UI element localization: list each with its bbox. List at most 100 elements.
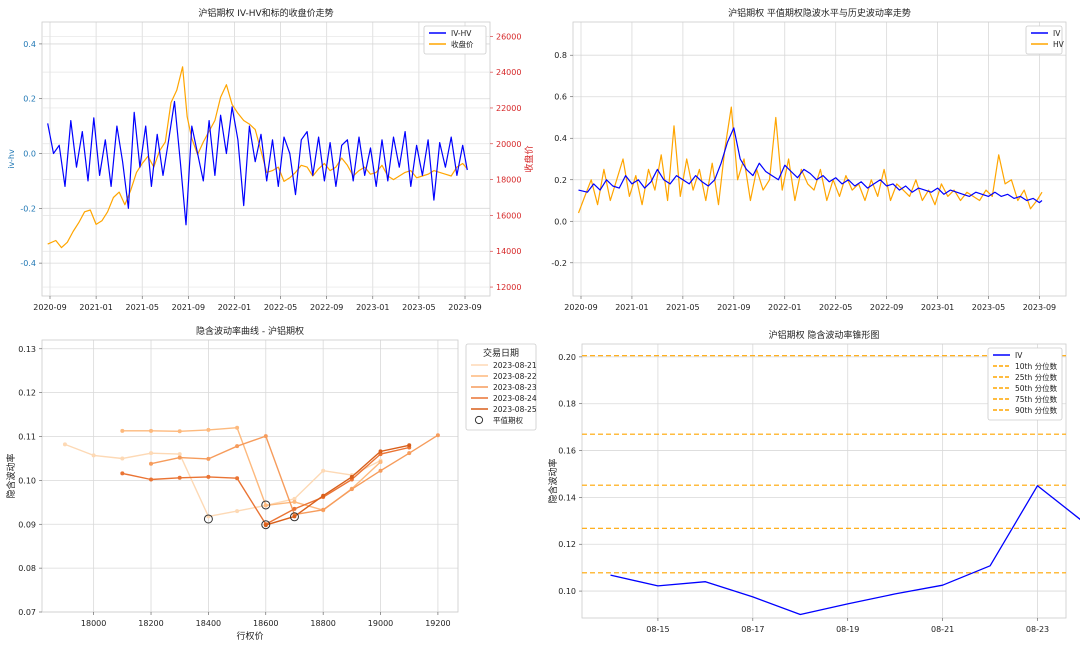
x-tick-label: 08-21: [931, 625, 954, 634]
x-tick-label: 2022-05: [819, 303, 852, 312]
x-tick-label: 2023-09: [448, 303, 481, 312]
atm-marker: [261, 520, 271, 530]
chart-title: 沪铝期权 平值期权隐波水平与历史波动率走势: [728, 7, 911, 19]
legend-title: 交易日期: [483, 347, 519, 359]
x-tick-label: 2022-05: [264, 303, 297, 312]
smile-point: [120, 428, 125, 433]
iv-hv-line: [47, 100, 468, 226]
y2-tick-label: 14000: [496, 247, 521, 256]
smile-point: [177, 452, 182, 457]
y2-tick-label: 18000: [496, 176, 521, 185]
smile-point: [435, 433, 440, 438]
legend-label: 收盘价: [451, 39, 474, 49]
x-tick-label: 08-15: [646, 625, 669, 634]
smile-point: [62, 442, 67, 447]
panel-4: 沪铝期权 隐含波动率锥形图 08-15 08-17 08-19 08-21 08-23 0.…: [547, 329, 1080, 634]
panel-2: 沪铝期权 平值期权隐波水平与历史波动率走势 2020-09 2021-01 2021-…: [551, 7, 1067, 312]
atm-marker: [203, 514, 213, 524]
x-tick-label: 08-19: [836, 625, 859, 634]
smile-point: [177, 429, 182, 434]
smile-line-2023-08-25: [265, 444, 410, 526]
y-tick-label: 0.12: [18, 389, 36, 398]
y-tick-label: 0.0: [554, 217, 567, 226]
y-tick-label: 0.10: [558, 587, 576, 596]
x-tick-label: 2022-09: [310, 303, 343, 312]
smile-point: [149, 477, 154, 482]
y-tick-label: -0.2: [551, 259, 567, 268]
legend-label: 2023-08-21: [493, 361, 537, 370]
chart-title: 沪铝期权 隐含波动率锥形图: [769, 329, 880, 341]
smile-point: [292, 499, 297, 504]
smile-point: [292, 506, 297, 511]
legend-label: 2023-08-22: [493, 372, 537, 381]
y-tick-label: 0.12: [558, 540, 576, 549]
x-tick-label: 2023-01: [356, 303, 389, 312]
y-tick-label: 0.4: [554, 134, 567, 143]
x-tick-label: 18200: [138, 619, 163, 628]
smile-point: [120, 471, 125, 476]
legend-label: IV: [1053, 29, 1061, 38]
x-tick-label: 2022-01: [218, 303, 251, 312]
smile-point: [321, 507, 326, 512]
x-tick-label: 2021-01: [79, 303, 112, 312]
smile-point: [321, 468, 326, 473]
smile-point: [149, 461, 154, 466]
x-tick-label: 18000: [81, 619, 106, 628]
smile-point: [407, 451, 412, 456]
y2-tick-label: 12000: [496, 283, 521, 292]
y-tick-label: 0.14: [558, 493, 576, 502]
panel-1: 沪铝期权 IV-HV和标的收盘价走势 2020-09 2021-01 2021-05 2…: [7, 7, 535, 312]
legend-label: IV-HV: [451, 29, 472, 38]
iv-line: [578, 127, 1043, 204]
smile-point: [378, 468, 383, 473]
legend-label: 75th 分位数: [1015, 394, 1058, 404]
y-tick-label: 0.2: [554, 176, 567, 185]
y-tick-label: 0.6: [554, 93, 567, 102]
smile-point: [91, 453, 96, 458]
legend-label: 50th 分位数: [1015, 383, 1058, 393]
x-tick-label: 18400: [196, 619, 221, 628]
y2-axis-label: 收盘价: [523, 145, 535, 172]
y-tick-label: 0.11: [18, 433, 36, 442]
y-tick-label: -0.4: [20, 259, 36, 268]
plot-border: [41, 21, 491, 297]
x-tick-label: 2021-05: [126, 303, 159, 312]
x-tick-label: 2020-09: [33, 303, 66, 312]
smile-point: [321, 493, 326, 498]
smile-point: [206, 474, 211, 479]
smile-point: [149, 428, 154, 433]
smile-point: [206, 427, 211, 432]
y2-tick-label: 26000: [496, 32, 521, 41]
smile-point: [378, 459, 383, 464]
smile-point: [235, 509, 240, 514]
y-tick-label: 0.08: [18, 564, 36, 573]
plot-area: [42, 22, 490, 296]
legend-label: IV: [1015, 351, 1023, 360]
x-tick-label: 2021-09: [172, 303, 205, 312]
legend-label: 2023-08-24: [493, 394, 537, 403]
atm-marker: [261, 500, 271, 510]
y2-tick-label: 24000: [496, 68, 521, 77]
y-axis-label: 隐含波动率: [5, 453, 17, 498]
smile-point: [263, 503, 268, 508]
plot-border: [41, 339, 459, 613]
x-tick-label: 2021-09: [717, 303, 750, 312]
y-tick-label: 0.07: [18, 608, 36, 617]
legend-marker: [474, 415, 484, 425]
close-price-line: [47, 66, 468, 249]
y-tick-label: 0.2: [23, 95, 36, 104]
plot-border: [572, 21, 1067, 297]
y2-tick-label: 20000: [496, 140, 521, 149]
iv-cone-line: [610, 485, 1080, 616]
plot-area: [42, 340, 458, 612]
smile-point: [177, 475, 182, 480]
y-tick-label: 0.20: [558, 353, 576, 362]
x-tick-label: 2022-01: [768, 303, 801, 312]
x-tick-label: 2021-01: [615, 303, 648, 312]
x-tick-label: 18600: [253, 619, 278, 628]
plot-border: [581, 343, 1067, 619]
atm-marker: [289, 512, 299, 522]
smile-point: [349, 487, 354, 492]
